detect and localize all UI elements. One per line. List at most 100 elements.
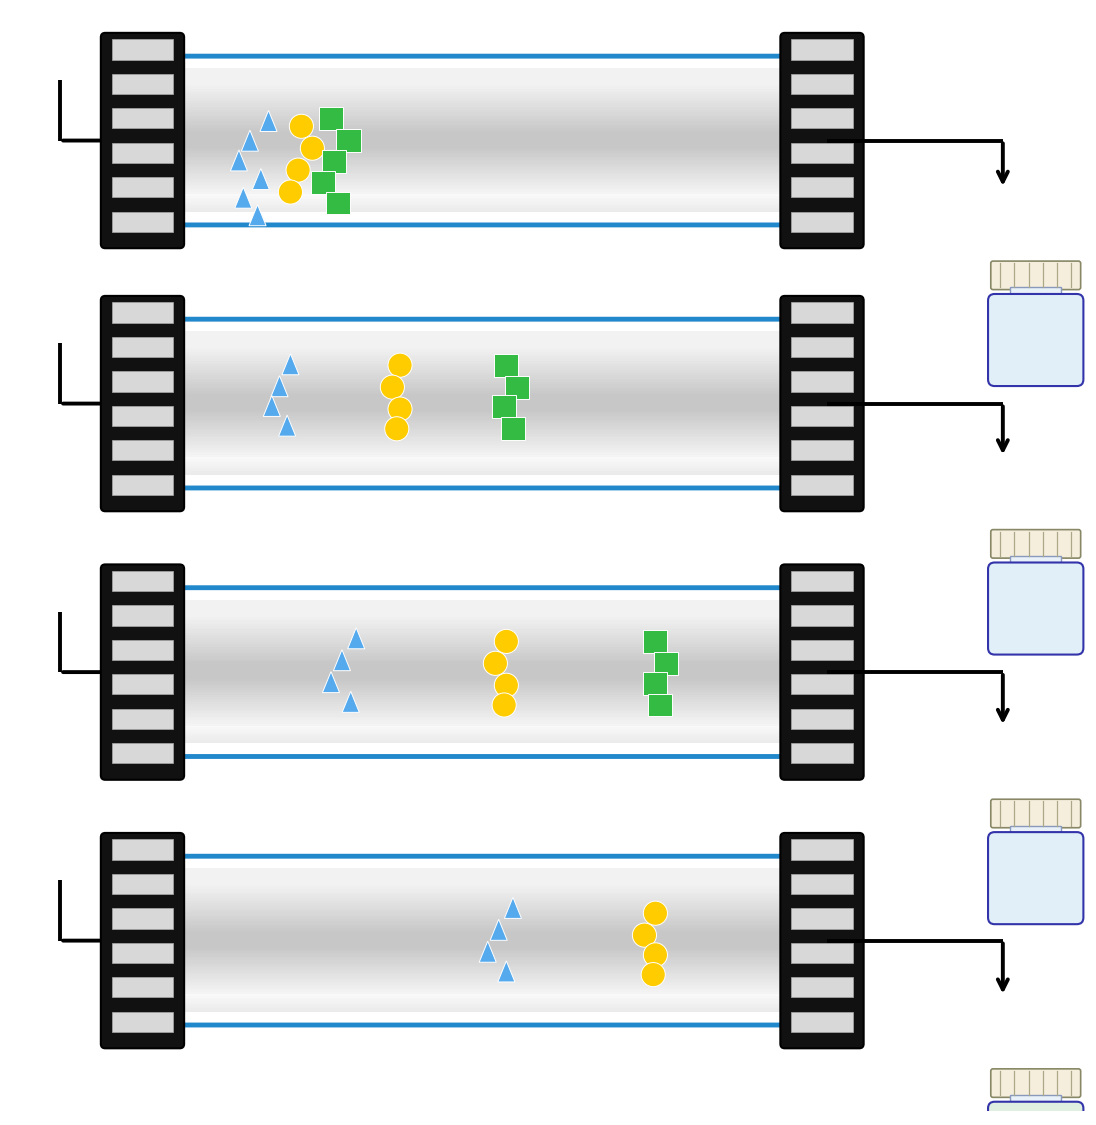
Polygon shape: [252, 169, 270, 189]
Bar: [144, 394, 821, 396]
Bar: [144, 192, 821, 196]
Bar: [144, 606, 821, 610]
Bar: [144, 921, 821, 925]
Bar: [144, 628, 821, 631]
Bar: [144, 472, 821, 475]
Bar: [144, 116, 821, 119]
Bar: [144, 627, 821, 629]
FancyBboxPatch shape: [991, 261, 1081, 289]
Bar: [144, 915, 821, 918]
Bar: [144, 888, 821, 891]
Polygon shape: [249, 205, 266, 226]
Bar: [112, 475, 173, 495]
Bar: [144, 709, 821, 711]
Bar: [144, 336, 821, 340]
Bar: [144, 395, 821, 398]
Circle shape: [494, 629, 518, 654]
Bar: [144, 684, 821, 686]
Bar: [144, 177, 821, 180]
Bar: [144, 467, 821, 469]
Bar: [144, 703, 821, 706]
Circle shape: [492, 693, 516, 717]
Polygon shape: [490, 919, 507, 940]
Bar: [336, 129, 361, 152]
Bar: [144, 1004, 821, 1007]
Bar: [144, 366, 821, 368]
Bar: [144, 442, 821, 444]
Bar: [144, 204, 821, 206]
Bar: [144, 728, 821, 731]
Bar: [144, 1007, 821, 1010]
Bar: [144, 701, 821, 704]
FancyBboxPatch shape: [989, 832, 1083, 924]
Bar: [144, 416, 821, 420]
Bar: [144, 678, 821, 681]
Bar: [144, 349, 821, 352]
Bar: [144, 908, 821, 910]
Bar: [144, 630, 821, 633]
Circle shape: [388, 397, 412, 421]
Bar: [144, 342, 821, 344]
Bar: [144, 358, 821, 361]
Bar: [144, 611, 821, 613]
Bar: [144, 73, 821, 76]
Bar: [144, 722, 821, 726]
FancyBboxPatch shape: [991, 799, 1081, 828]
Bar: [144, 145, 821, 147]
Bar: [144, 133, 821, 135]
Polygon shape: [322, 672, 340, 693]
Bar: [643, 630, 667, 652]
Bar: [144, 115, 821, 117]
Bar: [144, 734, 821, 736]
Bar: [112, 674, 173, 694]
Bar: [144, 929, 821, 932]
Polygon shape: [504, 898, 522, 918]
Bar: [144, 943, 821, 946]
Bar: [144, 102, 821, 105]
Bar: [144, 972, 821, 974]
Bar: [144, 633, 821, 637]
Bar: [144, 875, 821, 879]
Bar: [791, 943, 853, 963]
Bar: [144, 884, 821, 888]
Bar: [144, 721, 821, 723]
Bar: [144, 739, 821, 741]
Bar: [144, 637, 821, 640]
Bar: [144, 184, 821, 187]
Bar: [144, 136, 821, 138]
Bar: [144, 719, 821, 722]
Bar: [144, 142, 821, 144]
Bar: [144, 385, 821, 387]
Bar: [144, 964, 821, 968]
Bar: [112, 640, 173, 660]
Bar: [144, 882, 821, 885]
Bar: [144, 670, 821, 674]
Bar: [144, 900, 821, 903]
Bar: [144, 680, 821, 683]
Bar: [144, 456, 821, 459]
Bar: [144, 986, 821, 989]
Bar: [144, 148, 821, 151]
Bar: [144, 369, 821, 371]
FancyBboxPatch shape: [780, 565, 864, 780]
Circle shape: [388, 353, 412, 377]
Bar: [144, 997, 821, 999]
Bar: [144, 91, 821, 94]
Bar: [144, 911, 821, 914]
Polygon shape: [263, 395, 281, 416]
Bar: [144, 981, 821, 983]
Polygon shape: [230, 150, 248, 171]
Bar: [144, 166, 821, 169]
FancyBboxPatch shape: [101, 832, 184, 1048]
Bar: [144, 682, 821, 685]
Bar: [144, 70, 821, 73]
Bar: [144, 137, 821, 141]
Bar: [144, 173, 821, 177]
Bar: [144, 143, 821, 146]
FancyBboxPatch shape: [780, 296, 864, 511]
Bar: [144, 120, 821, 123]
FancyBboxPatch shape: [991, 530, 1081, 558]
Bar: [144, 125, 821, 128]
Bar: [144, 90, 821, 92]
Bar: [144, 952, 821, 955]
